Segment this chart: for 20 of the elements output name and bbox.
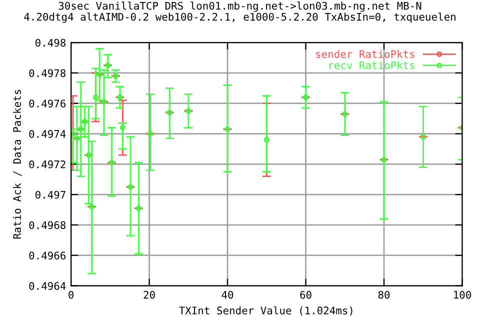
y-tick-label: 0.4976 [29,100,66,108]
x-tick-label: 20 [144,290,155,299]
x-tick-label: 60 [300,290,312,299]
y-tick-label: 0.4978 [29,69,66,78]
legend-label: recv RatioPkts [329,61,414,70]
y-tick-label: 0.498 [36,38,66,47]
y-tick-label: 0.4964 [29,282,66,290]
y-tick-label: 0.4968 [29,221,66,230]
x-tick-label: 0 [68,290,74,299]
y-tick-label: 0.497 [36,190,66,199]
x-axis-title: TXInt Sender Value (1.024ms) [179,306,352,316]
x-tick-label: 100 [454,290,471,299]
y-tick-label: 0.4966 [29,252,66,260]
chart-title: 30sec VanillaTCP DRS lon01.mb-ng.net->lon03.mb-ng.net MB-N 4.20dtg4 altAIMD-0.2 web100-2.2.1, e1000-5.2.20 TxAbsIn=0, txqueuelen [24,2,456,23]
y-axis-title: Ratio Ack / Data Packets [12,90,22,239]
legend-label: sender RatioPkts [316,50,414,58]
x-tick-label: 80 [378,290,390,299]
y-tick-label: 0.4972 [29,160,66,168]
y-tick-label: 0.4974 [29,130,66,138]
x-tick-label: 40 [222,290,234,299]
